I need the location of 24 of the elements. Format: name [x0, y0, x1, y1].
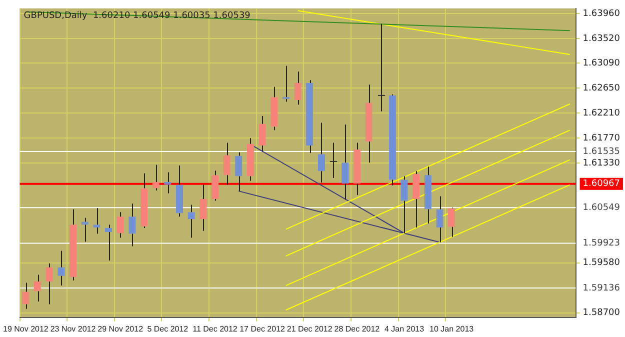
y-tick-label: 1.59580	[582, 258, 620, 268]
y-tick-label: 1.63960	[582, 8, 620, 19]
x-tick-label: 28 Dec 2012	[334, 324, 380, 334]
y-tick-label: 1.63520	[582, 34, 620, 44]
ref-line-label: 1.59923	[582, 238, 620, 249]
y-tick-label: 1.62650	[582, 83, 620, 94]
x-tick-label: 19 Nov 2012	[3, 324, 49, 334]
x-tick-label: 10 Jan 2013	[430, 324, 474, 334]
x-tick-label: 21 Dec 2012	[286, 324, 333, 334]
y-tick-label: 1.63090	[582, 58, 620, 68]
y-tick-label: 1.58700	[582, 308, 620, 318]
y-tick-label: 1.61770	[582, 133, 620, 144]
x-tick-label: 17 Dec 2012	[240, 324, 286, 334]
x-tick-label: 4 Jan 2013	[384, 324, 425, 334]
y-tick-label: 1.62210	[582, 108, 620, 118]
x-tick-label: 29 Nov 2012	[98, 324, 144, 334]
ref-line-label: 1.59136	[582, 283, 620, 294]
ref-line-label: 1.61535	[582, 146, 620, 157]
ref-line-label: 1.60549	[582, 202, 620, 213]
x-tick-label: 23 Nov 2012	[50, 324, 96, 334]
y-tick-label: 1.61330	[582, 158, 620, 169]
x-tick-label: 11 Dec 2012	[192, 324, 238, 334]
x-tick-label: 5 Dec 2012	[147, 324, 189, 334]
ref-line-label: 1.60967	[582, 179, 620, 190]
